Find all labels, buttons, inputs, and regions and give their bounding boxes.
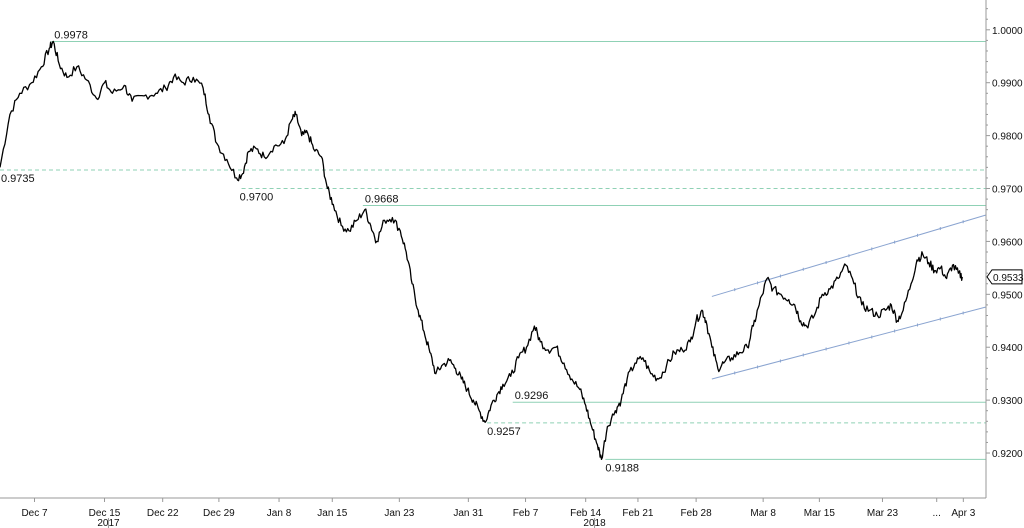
x-tick-label-13: Mar 15 [804, 508, 836, 519]
last-price-label: 0.9533 [993, 273, 1024, 284]
last-price-marker: 0.9533 [986, 269, 1024, 285]
level-label-6: 0.9188 [605, 462, 639, 474]
x-tick-label-11: Feb 28 [681, 508, 713, 519]
x-tick-label-10: Feb 21 [622, 508, 654, 519]
x-tick-label-4: Jan 8 [267, 508, 292, 519]
y-tick-label-1: 0.9900 [992, 79, 1023, 90]
level-label-2: 0.9700 [240, 192, 274, 204]
y-tick-label-7: 0.9300 [992, 396, 1023, 407]
x-tick-label-5: Jan 15 [317, 508, 347, 519]
y-tick-label-4: 0.9600 [992, 237, 1023, 248]
x-tick-label-15: ... [933, 508, 941, 519]
level-label-5: 0.9257 [487, 426, 521, 438]
x-tick-label-14: Mar 23 [867, 508, 899, 519]
y-tick-label-6: 0.9400 [992, 343, 1023, 354]
level-label-0: 0.9978 [54, 29, 88, 41]
price-line-0 [0, 40, 963, 461]
x-tick-label-9: Feb 14 [570, 508, 602, 519]
year-label-0: 2017 [97, 518, 120, 528]
level-label-1: 0.9735 [1, 173, 35, 185]
last-price-tag [986, 269, 1023, 285]
x-axis: Dec 7 Dec 15 Dec 22 Dec 29 Jan 8 Jan 15 Jan 23… [0, 497, 986, 528]
y-tick-label-0: 1.0000 [992, 26, 1023, 37]
y-tick-label-5: 0.9500 [992, 290, 1023, 301]
level-label-4: 0.9296 [515, 390, 549, 402]
x-tick-label-2: Dec 22 [147, 508, 179, 519]
x-tick-label-16: Apr 3 [951, 508, 975, 519]
x-tick-label-12: Mar 8 [750, 508, 776, 519]
y-axis: 1.0000 0.9900 0.9800 0.9700 0.9600 0.9500 0.94… [985, 0, 1023, 498]
trend-channel [711, 214, 987, 380]
year-label-1: 2018 [583, 518, 606, 528]
horizontal-levels [0, 40, 986, 460]
price-series [0, 40, 963, 461]
x-tick-label-8: Feb 7 [513, 508, 539, 519]
x-tick-label-6: Jan 23 [384, 508, 414, 519]
x-tick-label-1: Dec 15 [89, 508, 121, 519]
x-tick-label-7: Jan 31 [453, 508, 483, 519]
x-tick-label-3: Dec 29 [203, 508, 235, 519]
y-tick-label-8: 0.9200 [992, 449, 1023, 460]
x-tick-label-0: Dec 7 [21, 508, 48, 519]
y-tick-label-2: 0.9800 [992, 132, 1023, 143]
level-labels: 0.9978 0.9735 0.9700 0.9668 0.9296 0.9257 0.91… [1, 29, 639, 474]
y-tick-label-3: 0.9700 [992, 185, 1023, 196]
level-label-3: 0.9668 [365, 193, 399, 205]
